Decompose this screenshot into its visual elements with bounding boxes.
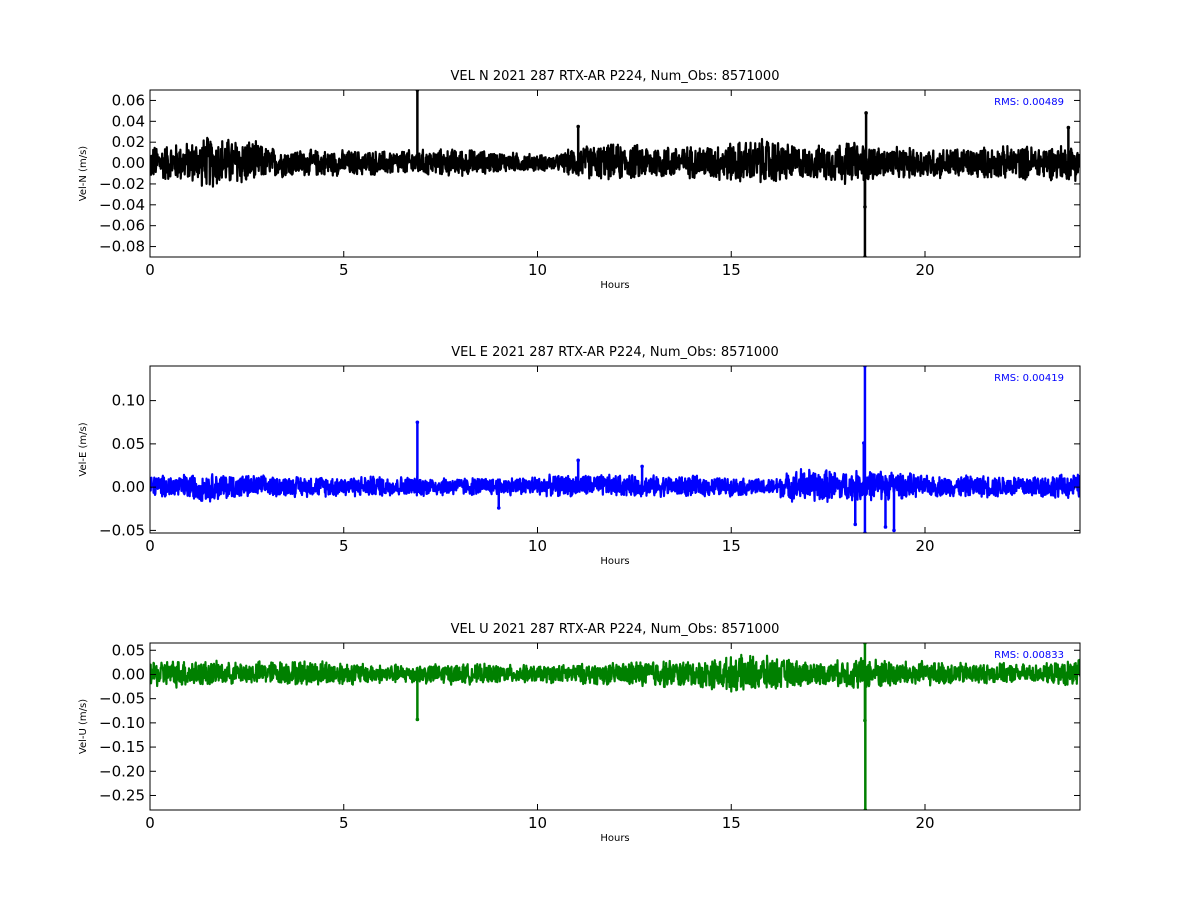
x-tick-label-east-3: 15 (722, 537, 741, 555)
y-tick-label-north-2: −0.04 (99, 196, 145, 214)
y-tick-label-east-1: 0.00 (112, 478, 145, 496)
series-up (150, 643, 1080, 810)
rms-label-up: RMS: 0.00833 (994, 650, 1064, 661)
series-line-up (150, 653, 1080, 693)
spike-point-up-0 (415, 717, 420, 722)
y-tick-label-up-4: −0.05 (99, 690, 145, 708)
spike-point-east-7 (861, 441, 866, 445)
y-tick-label-up-0: −0.25 (99, 786, 145, 804)
panel-up: 0 5 10 15 20 −0.25 −0.20 −0.15 −0.10 −0.05 0.00 0.0… (78, 622, 1081, 844)
y-tick-label-north-7: 0.06 (112, 91, 145, 109)
y-axis-label-up: Vel-U (m/s) (78, 699, 89, 754)
x-tick-label-north-4: 20 (915, 261, 934, 279)
series-line-north (150, 136, 1080, 188)
spike-point-north-4 (863, 205, 867, 209)
x-tick-label-east-4: 20 (915, 537, 934, 555)
panel-east: 0 5 10 15 20 −0.05 0.00 0.05 0.10 VEL E 2021 287 … (78, 345, 1081, 567)
y-tick-label-up-3: −0.10 (99, 714, 145, 732)
y-tick-label-north-0: −0.08 (99, 238, 145, 256)
spike-point-east-3 (640, 464, 644, 469)
x-tick-label-up-1: 5 (339, 814, 349, 832)
y-tick-label-north-4: 0.00 (112, 154, 145, 172)
x-tick-label-east-0: 0 (145, 537, 155, 555)
spike-point-east-8 (883, 525, 888, 529)
series-north (150, 90, 1080, 257)
y-tick-label-up-1: −0.20 (99, 762, 145, 780)
y-tick-label-east-0: −0.05 (99, 521, 145, 539)
x-tick-label-up-3: 15 (722, 814, 741, 832)
series-line-east (150, 468, 1080, 503)
x-tick-label-north-3: 15 (722, 261, 741, 279)
spike-point-north-3 (864, 111, 868, 115)
chart-title-north: VEL N 2021 287 RTX-AR P224, Num_Obs: 857… (451, 69, 780, 84)
x-axis-label-up: Hours (600, 833, 629, 844)
y-tick-label-east-3: 0.10 (112, 392, 145, 410)
panel-north: 0 5 10 15 20 −0.08 −0.06 −0.04 −0.02 0.00 0.02 0.04… (78, 69, 1081, 291)
y-axis-label-east: Vel-E (m/s) (78, 422, 89, 476)
y-tick-label-north-1: −0.06 (99, 217, 145, 235)
x-tick-label-north-0: 0 (145, 261, 155, 279)
spike-point-east-2 (576, 458, 580, 463)
series-east (150, 366, 1080, 533)
spike-point-north-1 (576, 124, 580, 129)
x-tick-label-north-2: 10 (528, 261, 547, 279)
axes-frame-up (149, 642, 1081, 811)
y-tick-label-east-2: 0.05 (112, 435, 145, 453)
spike-point-east-1 (496, 506, 501, 510)
axes-frame-north (149, 89, 1081, 258)
x-tick-label-east-2: 10 (528, 537, 547, 555)
x-tick-label-north-1: 5 (339, 261, 349, 279)
y-tick-label-up-6: 0.05 (112, 641, 145, 659)
y-tick-label-up-2: −0.15 (99, 738, 145, 756)
y-tick-label-north-3: −0.02 (99, 175, 145, 193)
x-axis-label-north: Hours (600, 280, 629, 291)
chart-title-up: VEL U 2021 287 RTX-AR P224, Num_Obs: 857… (451, 622, 780, 637)
rms-label-east: RMS: 0.00419 (994, 373, 1064, 384)
x-tick-label-up-2: 10 (528, 814, 547, 832)
spike-point-east-4 (853, 522, 858, 527)
y-tick-label-north-5: 0.02 (112, 133, 145, 151)
axes-frame-east (149, 365, 1081, 534)
chart-title-east: VEL E 2021 287 RTX-AR P224, Num_Obs: 857… (451, 345, 778, 360)
x-tick-label-up-0: 0 (145, 814, 155, 832)
y-tick-label-north-6: 0.04 (112, 112, 145, 130)
spike-point-north-5 (1066, 125, 1071, 130)
x-axis-label-east: Hours (600, 556, 629, 567)
spike-point-east-9 (892, 528, 896, 533)
rms-label-north: RMS: 0.00489 (994, 97, 1064, 108)
spike-point-east-0 (415, 420, 420, 425)
x-tick-label-east-1: 5 (339, 537, 349, 555)
y-axis-label-north: Vel-N (m/s) (78, 146, 89, 201)
y-tick-label-up-5: 0.00 (112, 665, 145, 683)
x-tick-label-up-4: 20 (915, 814, 934, 832)
